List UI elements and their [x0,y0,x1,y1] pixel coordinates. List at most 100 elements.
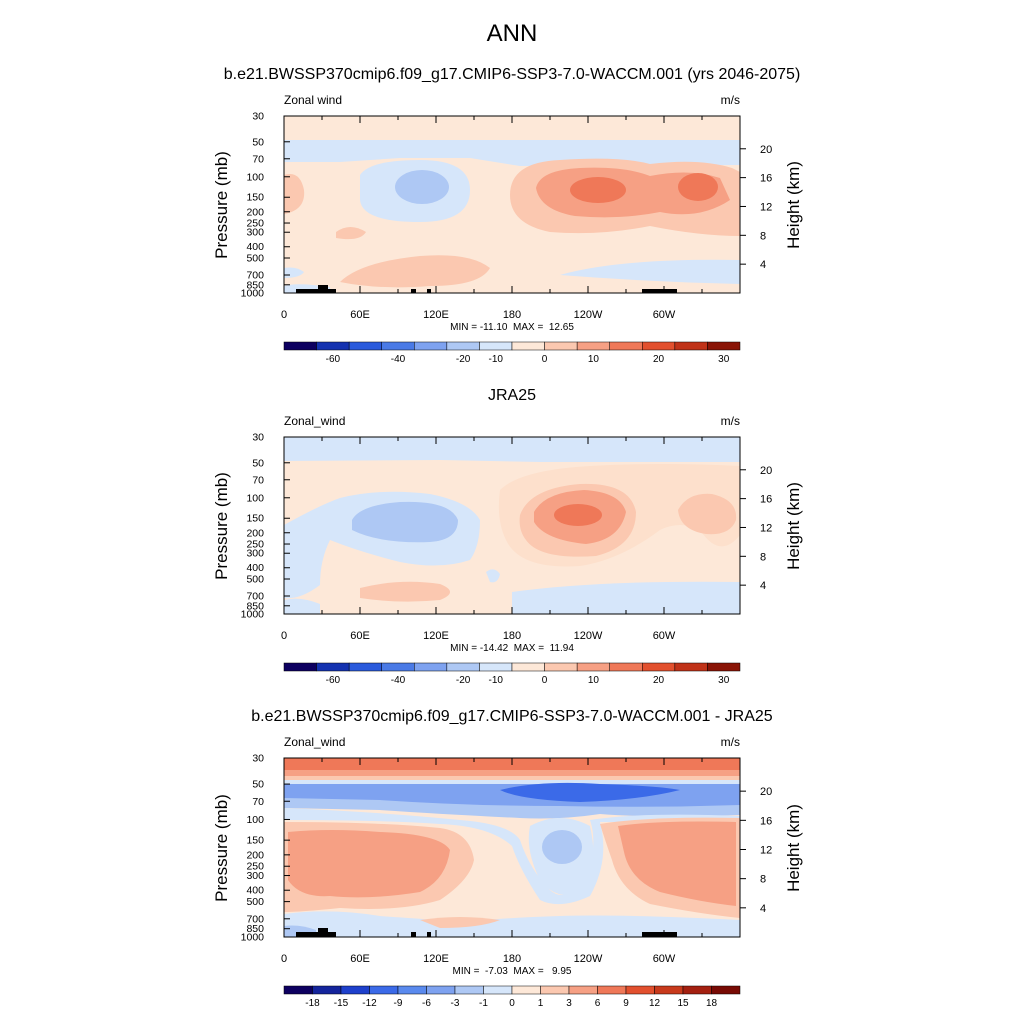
colorbar-box [312,985,342,995]
y-tick-label: 100 [246,171,264,183]
colorbar-box [597,985,627,995]
colorbar-box [348,341,382,351]
colorbar-box [654,985,684,995]
colorbar-box [674,662,708,672]
colorbar-box [483,985,513,995]
colorbar-label: 20 [653,354,665,365]
height-tick-label: 12 [760,844,772,856]
colorbar-box [609,662,643,672]
min-max-stats: MIN = -14.42 MAX = 11.94 [450,643,574,654]
colorbar-box [479,341,513,351]
units-label: m/s [721,735,740,749]
y-tick-label: 70 [252,474,264,486]
height-tick-label: 12 [760,201,772,213]
y-tick-label: 200 [246,206,264,218]
colorbar-box [348,662,382,672]
y-tick-label: 300 [246,870,264,882]
contour-positive [284,174,305,214]
colorbar-box [369,985,399,995]
colorbar-box [283,662,317,672]
y-tick-label: 150 [246,513,264,525]
y-tick-label: 50 [252,779,264,791]
colorbar-label: -10 [488,354,503,365]
y-axis-right-label: Height (km) [784,161,803,249]
colorbar-label: -12 [362,998,377,1009]
x-tick-label: 120W [574,630,603,642]
colorbar-box [642,341,676,351]
contour-positive [678,173,718,201]
y-tick-label: 150 [246,192,264,204]
colorbar-box [544,341,578,351]
y-tick-label: 300 [246,548,264,560]
colorbar-label: -40 [391,354,406,365]
y-tick-label: 200 [246,527,264,539]
x-tick-label: 120W [574,309,603,321]
contour-band [284,770,740,776]
height-tick-label: 16 [760,173,772,185]
contour-band [284,780,740,784]
contour-field [284,437,740,614]
height-tick-label: 16 [760,815,772,827]
contour-positive [570,177,626,203]
colorbar-box [283,985,313,995]
min-max-stats: MIN = -7.03 MAX = 9.95 [453,966,572,977]
y-tick-label: 700 [246,269,264,281]
panel-reference: JRA25 Zonal_wind m/s 3050701001502002503… [212,387,803,686]
colorbar-box [682,985,712,995]
colorbar-box [707,662,741,672]
contour-positive [288,830,450,898]
y-tick-label: 400 [246,562,264,574]
height-tick-label: 20 [760,465,772,477]
colorbar-box [446,662,480,672]
contour-positive [360,581,450,602]
y-tick-label: 850 [246,279,264,291]
colorbar-box [381,341,415,351]
colorbar-box [511,662,545,672]
x-tick-label: 60E [350,309,370,321]
y-tick-label: 500 [246,896,264,908]
panel-title: JRA25 [488,387,536,404]
colorbar-label: -60 [326,354,341,365]
colorbar-label: -3 [451,998,460,1009]
contour-field [284,758,740,937]
topography [296,928,677,937]
x-tick-label: 180 [503,309,521,321]
y-tick-label: 50 [252,136,264,148]
contour-negative [284,808,740,905]
y-tick-label: 850 [246,923,264,935]
x-tick-label: 60E [350,953,370,965]
colorbar-box [642,662,676,672]
y-tick-label: 150 [246,835,264,847]
height-tick-label: 4 [760,903,766,915]
panel-model: b.e21.BWSSP370cmip6.f09_g17.CMIP6-SSP3-7… [212,66,803,365]
colorbar-label: 15 [677,998,689,1009]
y-axis-label: Pressure (mb) [212,472,231,580]
colorbar-label: -40 [391,675,406,686]
x-tick-label: 0 [281,630,287,642]
colorbar-label: -20 [456,675,471,686]
height-tick-label: 8 [760,551,766,563]
colorbar-label: -20 [456,354,471,365]
figure-title: ANN [486,20,538,47]
panel-difference: b.e21.BWSSP370cmip6.f09_g17.CMIP6-SSP3-7… [212,708,803,1009]
y-tick-label: 1000 [241,932,265,944]
contour-positive [678,493,737,535]
colorbar-box [316,662,350,672]
colorbar-box [454,985,484,995]
variable-label: Zonal_wind [284,414,345,428]
colorbar-label: 20 [653,675,665,686]
x-axis: 0 60E 120E 180 120W 60W [281,116,703,321]
y-tick-label: 1000 [241,288,265,300]
x-tick-label: 120E [423,309,449,321]
colorbar-box [576,662,610,672]
y-tick-label: 30 [252,432,264,444]
y-tick-label: 500 [246,253,264,265]
y-tick-label: 700 [246,913,264,925]
contour-band [284,776,740,780]
y-tick-label: 70 [252,796,264,808]
y-tick-label: 500 [246,574,264,586]
contour-negative [512,581,740,614]
